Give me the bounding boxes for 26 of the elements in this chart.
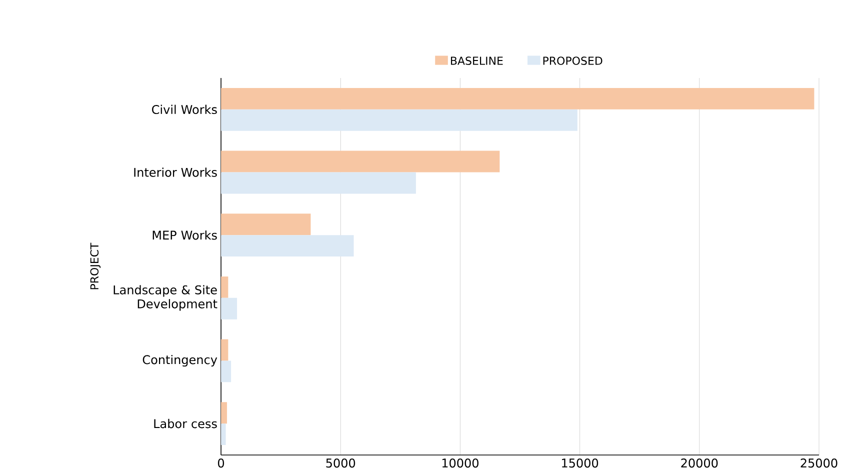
bar bbox=[221, 424, 226, 446]
y-tick-label: Civil Works bbox=[152, 104, 217, 114]
y-tick-label: Contingency bbox=[142, 354, 218, 367]
bar bbox=[221, 276, 228, 298]
legend-label: PROPOSED bbox=[543, 56, 602, 65]
legend-label: BASELINE bbox=[450, 56, 503, 65]
bar bbox=[221, 109, 578, 131]
y-tick-label: Interior Works bbox=[134, 168, 217, 177]
bar bbox=[221, 298, 238, 320]
x-tick-label: 10000 bbox=[442, 458, 478, 468]
bar bbox=[221, 235, 354, 257]
y-axis-title: PROJECT bbox=[90, 242, 101, 290]
y-tick-label: MEP Works bbox=[152, 230, 217, 240]
x-tick-label: 0 bbox=[218, 458, 224, 468]
y-tick-label: Landscape & Site Development bbox=[114, 285, 218, 311]
x-tick-label: 25000 bbox=[800, 458, 838, 468]
x-tick-label: 5000 bbox=[326, 458, 356, 468]
bar bbox=[221, 360, 232, 382]
bar bbox=[221, 214, 311, 236]
bar bbox=[221, 172, 416, 194]
y-tick-label: Labor cess bbox=[154, 418, 217, 428]
bar bbox=[221, 88, 814, 110]
x-tick-label: 15000 bbox=[562, 458, 598, 468]
x-tick-label: 20000 bbox=[681, 458, 718, 468]
bar bbox=[221, 402, 227, 424]
bar bbox=[221, 150, 500, 172]
